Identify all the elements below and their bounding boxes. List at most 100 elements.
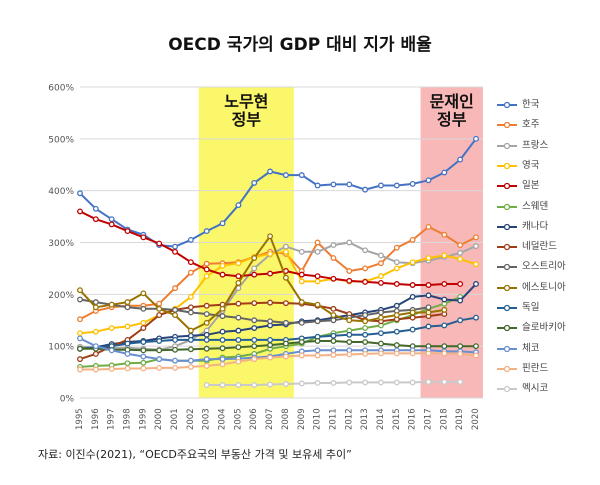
- data-point: [172, 243, 178, 250]
- data-point: [409, 236, 416, 243]
- chart-gridlines: [80, 86, 483, 399]
- data-point: [172, 285, 178, 292]
- data-point: [298, 319, 305, 326]
- x-tick-label: 2002: [186, 408, 196, 430]
- legend-swatch: [497, 203, 517, 210]
- data-point: [92, 216, 99, 223]
- data-point: [298, 248, 305, 255]
- data-point: [378, 273, 384, 280]
- data-point: [314, 239, 321, 246]
- data-point: [298, 380, 305, 387]
- data-point: [473, 352, 479, 359]
- data-point: [441, 231, 448, 238]
- data-point: [219, 305, 226, 312]
- data-point: [140, 339, 147, 345]
- y-tick-label: 500%: [48, 135, 74, 145]
- x-tick-label: 2008: [281, 408, 291, 430]
- data-point: [362, 278, 369, 285]
- data-point: [140, 290, 147, 297]
- x-tick-label: 2018: [439, 408, 449, 430]
- data-point: [172, 336, 178, 343]
- data-point: [77, 287, 83, 294]
- data-point: [314, 347, 321, 354]
- data-point: [362, 318, 369, 325]
- data-point: [330, 305, 337, 312]
- legend-label: 멕시코: [522, 383, 549, 395]
- nomuhyun-government-label: 노무현 정부: [224, 92, 269, 129]
- data-point: [219, 336, 226, 343]
- moonjaein-government-label: 문재인 정부: [429, 92, 474, 129]
- data-point: [124, 360, 131, 367]
- series-독일: [77, 314, 479, 352]
- legend-swatch: [497, 101, 517, 109]
- data-point: [441, 169, 448, 176]
- data-point: [425, 350, 432, 357]
- data-point: [203, 228, 210, 235]
- data-point: [314, 248, 321, 255]
- data-point: [330, 338, 337, 344]
- data-point: [330, 275, 337, 282]
- x-tick-label: 1998: [123, 408, 133, 430]
- legend-label: 캐나다: [522, 220, 549, 232]
- x-tick-label: 2007: [265, 408, 275, 430]
- x-tick-label: 2001: [170, 408, 180, 430]
- data-point: [267, 354, 274, 361]
- data-point: [298, 278, 305, 285]
- data-point: [156, 364, 163, 371]
- data-point: [362, 325, 369, 331]
- data-point: [267, 336, 274, 343]
- data-point: [425, 292, 432, 299]
- data-point: [140, 305, 147, 312]
- data-point: [203, 362, 210, 369]
- data-point: [156, 300, 163, 307]
- legend-swatch: [497, 264, 517, 271]
- legend-label: 슬로바키아: [522, 322, 566, 334]
- data-point: [330, 242, 337, 249]
- data-point: [314, 352, 321, 359]
- data-point: [140, 365, 147, 372]
- data-point: [156, 356, 163, 363]
- data-point: [77, 190, 83, 197]
- data-point: [77, 330, 83, 337]
- data-point: [457, 156, 464, 163]
- data-point: [235, 202, 242, 209]
- y-tick-label: 100%: [48, 343, 74, 353]
- data-point: [409, 309, 416, 316]
- data-point: [378, 252, 384, 259]
- data-point: [378, 340, 384, 347]
- data-point: [203, 302, 210, 309]
- data-point: [92, 328, 99, 335]
- data-point: [457, 350, 464, 357]
- data-point: [346, 379, 353, 386]
- data-point: [473, 281, 479, 287]
- data-point: [219, 271, 226, 278]
- data-point: [219, 220, 226, 227]
- data-point: [140, 234, 147, 241]
- data-point: [219, 313, 226, 320]
- data-point: [140, 347, 147, 354]
- data-point: [457, 242, 464, 249]
- data-point: [282, 353, 289, 360]
- y-axis-ticks: 0% 100% 200% 300% 400% 500% 600%: [48, 84, 74, 405]
- legend-swatch: [497, 122, 517, 129]
- data-point: [282, 300, 289, 307]
- data-point: [457, 281, 464, 287]
- data-point: [267, 233, 274, 240]
- data-point: [203, 266, 210, 273]
- data-point: [203, 260, 210, 267]
- y-tick-label: 400%: [48, 187, 74, 197]
- data-point: [330, 380, 337, 386]
- x-tick-label: 2004: [218, 408, 228, 430]
- data-point: [235, 336, 242, 343]
- series-멕시코: [203, 378, 464, 388]
- data-point: [267, 318, 274, 325]
- data-point: [378, 182, 384, 189]
- data-point: [362, 350, 369, 357]
- data-point: [393, 379, 400, 386]
- data-point: [172, 306, 178, 313]
- data-point: [298, 172, 305, 179]
- data-point: [441, 306, 448, 313]
- series-에스토니아: [77, 233, 448, 334]
- data-point: [314, 318, 321, 325]
- data-point: [330, 317, 337, 324]
